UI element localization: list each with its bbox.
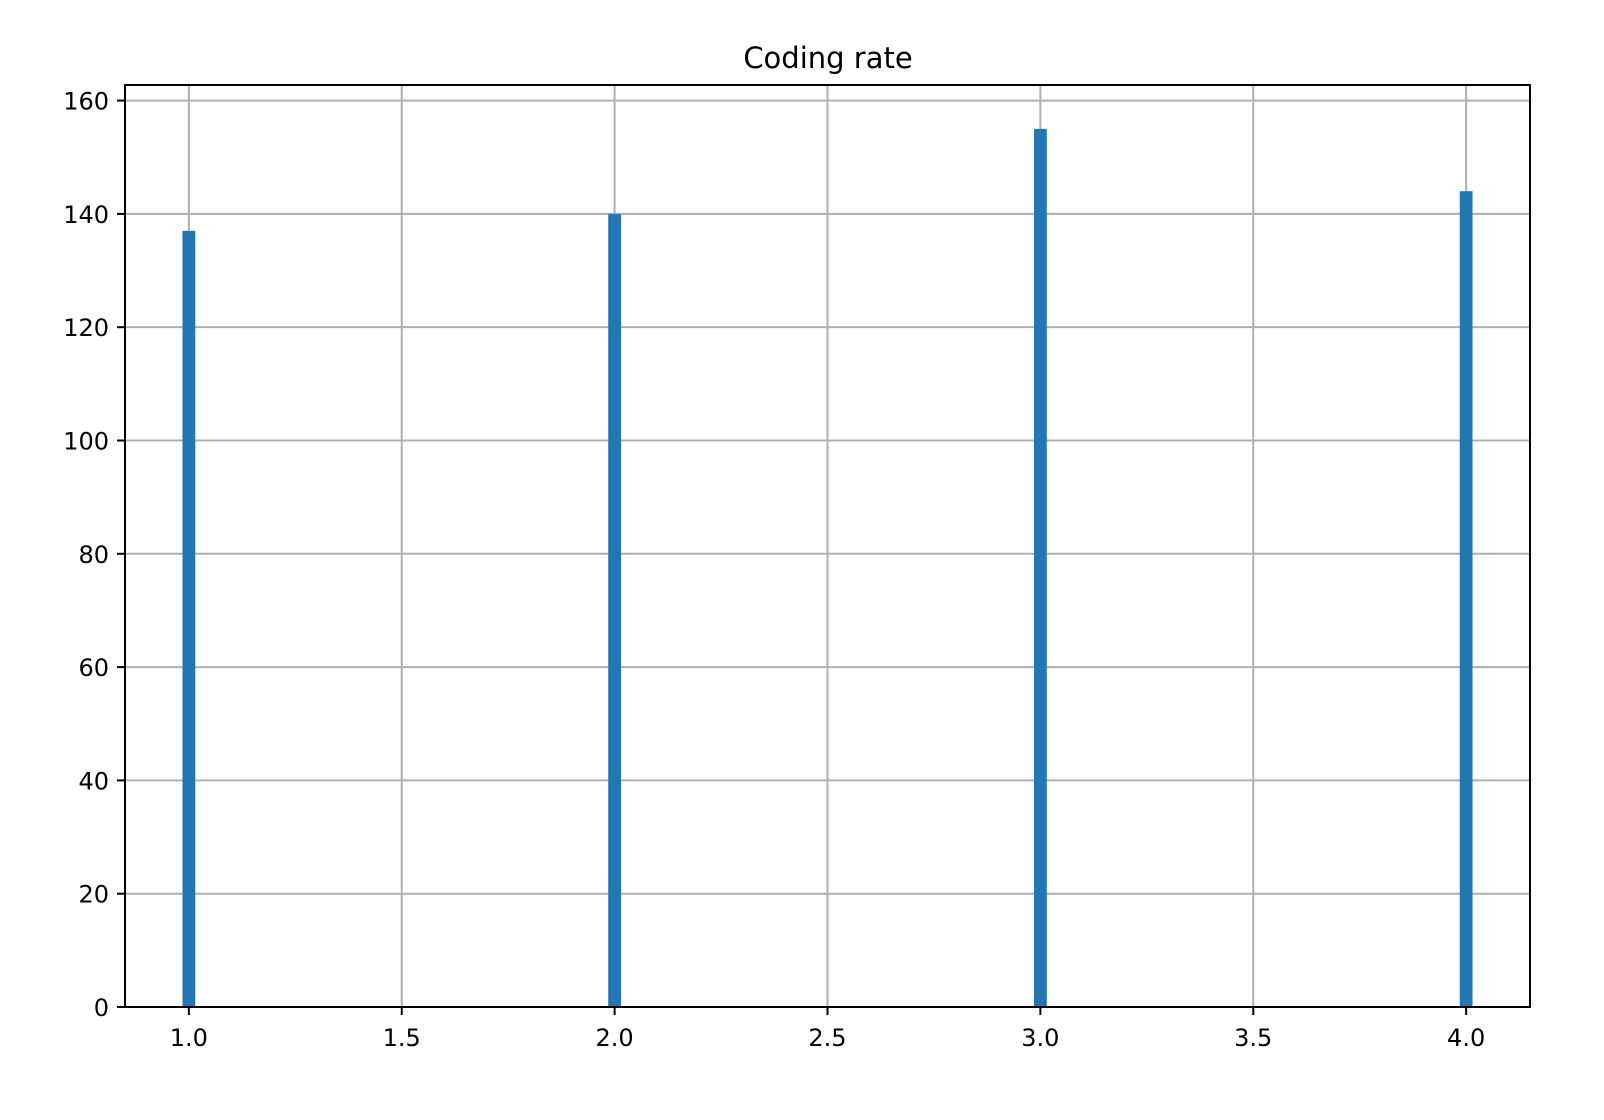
- x-tick-label: 3.0: [1021, 1024, 1059, 1052]
- chart-title: Coding rate: [743, 41, 912, 75]
- y-tick-label: 100: [63, 427, 109, 455]
- y-tick-label: 160: [63, 88, 109, 116]
- y-axis: 0 20 40 60 80 100 120 140 160: [63, 88, 125, 1022]
- y-tick-label: 40: [78, 767, 109, 795]
- x-axis: 1.0 1.5 2.0 2.5 3.0 3.5 4.0: [170, 1007, 1485, 1052]
- x-tick-label: 1.0: [170, 1024, 208, 1052]
- x-tick-label: 1.5: [383, 1024, 421, 1052]
- bars: [182, 128, 1473, 1008]
- bar: [1033, 128, 1047, 1007]
- y-tick-label: 60: [78, 654, 109, 682]
- x-tick-label: 3.5: [1234, 1024, 1272, 1052]
- y-tick-label: 120: [63, 314, 109, 342]
- y-tick-label: 80: [78, 541, 109, 569]
- x-tick-label: 2.5: [808, 1024, 846, 1052]
- x-tick-label: 2.0: [596, 1024, 634, 1052]
- bar: [182, 230, 196, 1008]
- x-tick-label: 4.0: [1447, 1024, 1485, 1052]
- y-tick-label: 140: [63, 201, 109, 229]
- bar: [1459, 191, 1473, 1007]
- y-tick-label: 20: [78, 881, 109, 909]
- bar: [608, 213, 622, 1007]
- y-tick-label: 0: [94, 994, 109, 1022]
